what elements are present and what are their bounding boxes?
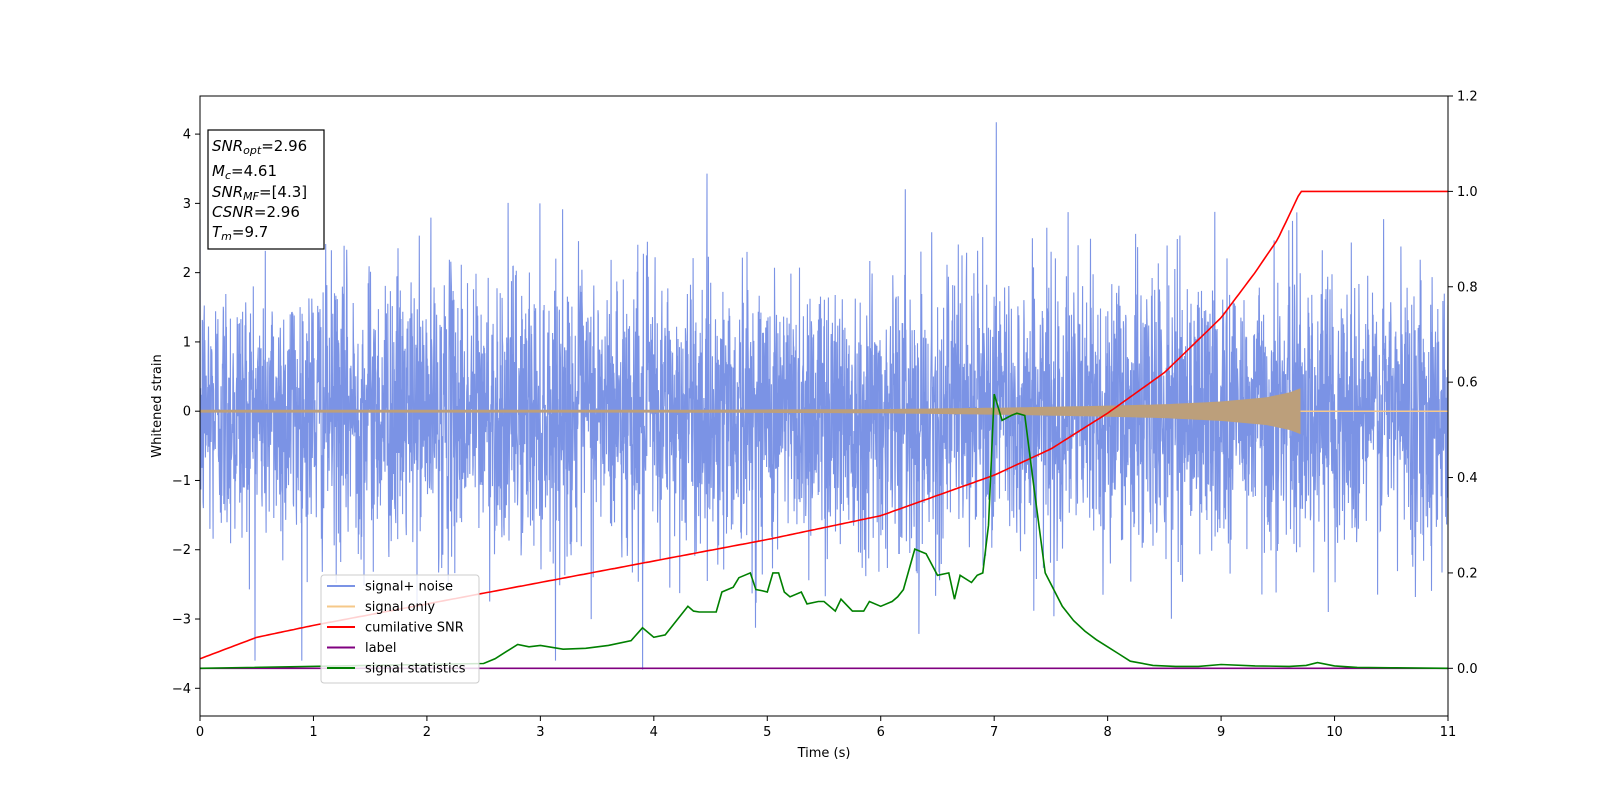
y2-tick-label: 0.4 <box>1457 471 1478 486</box>
x-tick-label: 0 <box>196 725 204 740</box>
y-tick-label: −1 <box>172 474 191 489</box>
series-line-signal-statistics <box>200 393 1448 670</box>
legend-label: signal statistics <box>365 662 466 677</box>
annotation-frame <box>207 129 325 250</box>
series-line-signal-noise <box>200 122 1448 670</box>
y2-tick-label: 0.2 <box>1457 566 1478 581</box>
y2-tick-label: 0.0 <box>1457 662 1478 677</box>
x-tick-label: 9 <box>1217 725 1225 740</box>
annotation-symbol: SNR <box>212 183 243 201</box>
annotation-subscript: opt <box>243 144 262 157</box>
x-tick-label: 1 <box>309 725 317 740</box>
legend-frame <box>320 574 480 684</box>
y-axis-left: −4 −3 −2 −1 0 1 2 3 4 <box>172 128 200 697</box>
annotation-line: SNRMF=[4.3] <box>212 183 307 203</box>
x-axis: 0 1 2 3 4 5 6 7 8 9 10 11 <box>196 716 1456 740</box>
legend-label: label <box>365 641 396 656</box>
y-axis-label: Whitened strain <box>150 354 165 457</box>
x-tick-label: 10 <box>1326 725 1343 740</box>
x-tick-label: 8 <box>1103 725 1111 740</box>
legend-label: signal+ noise <box>365 580 453 595</box>
y-tick-label: −3 <box>172 613 191 628</box>
annotation-line: CSNR=2.96 <box>212 203 300 221</box>
x-axis-label: Time (s) <box>797 746 851 761</box>
legend: signal+ noise signal only cumilative SNR la… <box>320 574 480 684</box>
y-tick-label: 1 <box>183 335 191 350</box>
x-tick-label: 11 <box>1440 725 1457 740</box>
annotation-symbol: SNR <box>212 137 243 155</box>
y2-tick-label: 0.8 <box>1457 280 1478 295</box>
annotation-value: =[4.3] <box>259 183 307 201</box>
annotation-subscript: MF <box>243 190 259 203</box>
x-tick-label: 7 <box>990 725 998 740</box>
legend-label: signal only <box>365 600 435 615</box>
annotation-value: =4.61 <box>231 162 277 180</box>
annotation-subscript: m <box>221 230 232 243</box>
annotation-value: =2.96 <box>261 137 307 155</box>
annotation-line: SNRopt=2.96 <box>212 137 307 157</box>
legend-label: cumilative SNR <box>365 621 464 636</box>
y-tick-label: 2 <box>183 266 191 281</box>
y2-tick-label: 0.6 <box>1457 376 1478 391</box>
y-tick-label: −2 <box>172 543 191 558</box>
series-band-signal-only <box>200 388 1301 435</box>
plot-frame <box>199 95 1449 717</box>
y-tick-label: 3 <box>183 197 191 212</box>
x-tick-label: 3 <box>536 725 544 740</box>
x-tick-label: 2 <box>423 725 431 740</box>
annotation-value: =9.7 <box>232 223 268 241</box>
y-axis-right: 0.0 0.2 0.4 0.6 0.8 1.0 1.2 <box>1448 90 1478 677</box>
annotation-line: Tm=9.7 <box>212 223 268 243</box>
annotation-value: =2.96 <box>254 203 300 221</box>
x-tick-label: 5 <box>763 725 771 740</box>
annotation-line: Mc=4.61 <box>212 162 277 182</box>
annotation-subscript: c <box>225 169 231 182</box>
annotation-symbol: CSNR <box>212 203 254 221</box>
y2-tick-label: 1.2 <box>1457 90 1478 105</box>
annotation-symbol: T <box>212 223 223 241</box>
y-tick-label: −4 <box>172 682 191 697</box>
y-tick-label: 4 <box>183 128 191 143</box>
annotation-box: SNRopt=2.96Mc=4.61SNRMF=[4.3]CSNR=2.96Tm… <box>207 129 325 250</box>
y-tick-label: 0 <box>183 405 191 420</box>
annotation-symbol: M <box>212 162 225 180</box>
y2-tick-label: 1.0 <box>1457 185 1478 200</box>
x-tick-label: 4 <box>650 725 658 740</box>
x-tick-label: 6 <box>877 725 885 740</box>
